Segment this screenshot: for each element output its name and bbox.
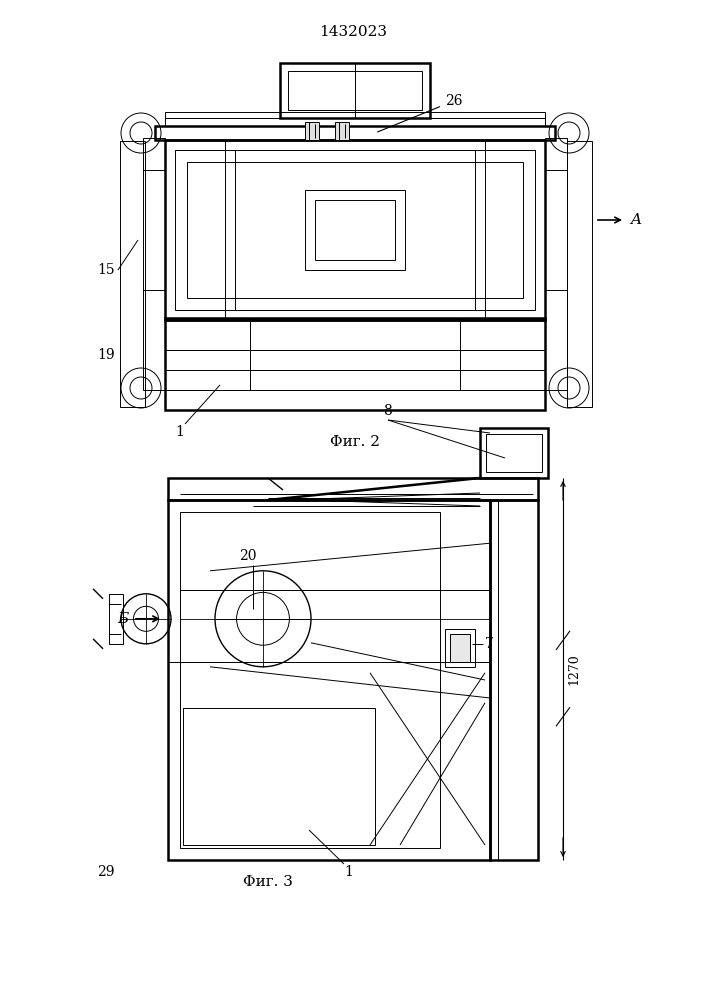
Bar xyxy=(280,63,430,118)
Bar xyxy=(180,512,440,848)
Text: Φиг. 3: Φиг. 3 xyxy=(243,875,293,889)
Bar xyxy=(187,162,523,298)
Text: 15: 15 xyxy=(98,263,115,277)
Bar xyxy=(305,190,405,270)
Bar xyxy=(165,140,545,320)
Text: 1432023: 1432023 xyxy=(319,25,387,39)
Text: 1: 1 xyxy=(344,865,354,879)
Text: 19: 19 xyxy=(98,348,115,362)
Bar xyxy=(155,126,555,140)
Bar xyxy=(168,500,490,860)
Bar xyxy=(250,318,460,390)
Bar xyxy=(109,594,123,644)
Bar xyxy=(315,200,395,260)
Text: A: A xyxy=(630,213,641,227)
Bar xyxy=(165,112,545,118)
Bar xyxy=(143,138,165,390)
Bar xyxy=(165,318,545,410)
Bar xyxy=(486,434,542,472)
Bar xyxy=(567,141,592,407)
Text: 29: 29 xyxy=(98,865,115,879)
Bar xyxy=(183,708,375,845)
Text: 20: 20 xyxy=(239,549,257,563)
Text: 26: 26 xyxy=(378,94,462,132)
Bar xyxy=(165,118,545,126)
Text: 1: 1 xyxy=(175,425,185,439)
Bar xyxy=(168,478,538,500)
Bar xyxy=(120,141,145,407)
Bar xyxy=(305,122,319,140)
Bar xyxy=(450,634,470,662)
Bar xyxy=(490,500,538,860)
Bar xyxy=(445,629,475,667)
Bar xyxy=(480,428,548,478)
Bar xyxy=(335,122,349,140)
Bar xyxy=(545,138,567,390)
Text: Б: Б xyxy=(117,612,128,626)
Text: 1270: 1270 xyxy=(567,653,580,685)
Bar xyxy=(288,71,422,110)
Text: 7: 7 xyxy=(485,637,494,651)
Bar xyxy=(175,150,535,310)
Text: Φиг. 2: Φиг. 2 xyxy=(330,435,380,449)
Text: 8: 8 xyxy=(384,404,392,418)
